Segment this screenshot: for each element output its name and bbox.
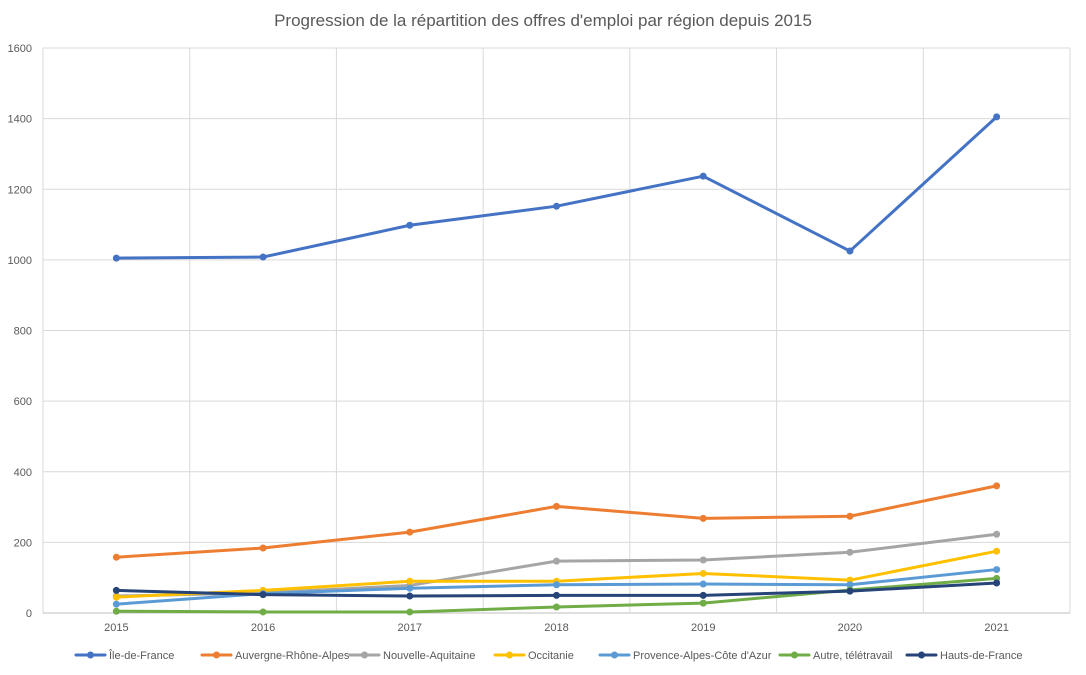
series-0 — [112, 113, 1001, 262]
x-tick-label: 2020 — [838, 622, 862, 634]
y-tick-label: 1600 — [8, 43, 32, 55]
legend: Île-de-France Auvergne-Rhône-Alpes Nouvell… — [74, 649, 1023, 662]
series-6 — [112, 579, 1001, 600]
legend-entry: Occitanie — [493, 650, 574, 662]
data-point — [112, 254, 120, 262]
data-point — [553, 603, 560, 611]
legend-label: Autre, télétravail — [813, 650, 892, 662]
x-tick-label: 2017 — [398, 622, 422, 634]
legend-marker — [87, 651, 94, 659]
data-point — [846, 587, 854, 595]
series-line — [114, 484, 999, 559]
data-point — [553, 502, 560, 510]
legend-label: Hauts-de-France — [940, 650, 1023, 662]
data-point — [993, 579, 1001, 587]
legend-label: Nouvelle-Aquitaine — [383, 650, 475, 662]
data-point — [993, 566, 1001, 574]
y-tick-label: 800 — [14, 326, 32, 338]
y-tick-label: 200 — [14, 537, 32, 549]
y-tick-label: 1400 — [8, 114, 32, 126]
data-point — [112, 600, 120, 608]
data-point — [846, 581, 854, 589]
data-point — [699, 172, 707, 180]
y-tick-label: 1200 — [8, 184, 32, 196]
legend-marker — [918, 651, 925, 659]
data-point — [699, 580, 707, 588]
data-point — [846, 512, 854, 520]
data-point — [112, 593, 120, 601]
axes: 0 200 400 600 800 1000 1200 1400 1600 2015 2016 201… — [8, 43, 1009, 634]
x-tick-label: 2019 — [691, 622, 715, 634]
x-tick-label: 2015 — [104, 622, 128, 634]
legend-entry: Provence-Alpes-Côte d'Azur — [598, 650, 772, 662]
data-point — [553, 591, 560, 599]
x-tick-label: 2016 — [251, 622, 275, 634]
data-point — [699, 569, 707, 577]
x-tick-label: 2018 — [544, 622, 568, 634]
y-tick-label: 1000 — [8, 255, 32, 267]
legend-marker — [791, 651, 798, 659]
data-point — [993, 482, 1001, 490]
data-point — [112, 553, 120, 561]
chart-title: Progression de la répartition des offres… — [274, 11, 812, 30]
legend-entry: Hauts-de-France — [905, 650, 1023, 662]
legend-entry: Autre, télétravail — [778, 650, 892, 662]
data-point — [699, 556, 707, 564]
legend-entry: Nouvelle-Aquitaine — [348, 650, 475, 662]
data-point — [699, 591, 707, 599]
data-point — [553, 202, 560, 210]
data-point — [993, 547, 1001, 555]
legend-entry: Île-de-France — [74, 649, 174, 662]
legend-marker — [611, 651, 618, 659]
legend-label: Occitanie — [528, 650, 574, 662]
data-point — [406, 584, 414, 592]
data-point — [259, 591, 267, 599]
y-tick-label: 600 — [14, 396, 32, 408]
data-point — [259, 544, 267, 552]
series-line — [114, 115, 999, 260]
data-point — [699, 514, 707, 522]
data-point — [993, 113, 1001, 121]
data-point — [259, 253, 267, 261]
data-point — [259, 608, 267, 616]
grid — [42, 47, 1071, 614]
data-point — [406, 221, 414, 229]
data-point — [553, 581, 560, 589]
data-point — [699, 599, 707, 607]
data-point — [112, 607, 120, 615]
data-point — [406, 528, 414, 536]
data-point — [553, 557, 560, 565]
data-point — [112, 586, 120, 594]
series-4 — [112, 566, 1001, 608]
data-point — [846, 548, 854, 556]
legend-marker — [506, 651, 513, 659]
legend-marker — [213, 651, 220, 659]
legend-marker — [361, 651, 368, 659]
data-point — [846, 247, 854, 255]
legend-entry: Auvergne-Rhône-Alpes — [200, 650, 350, 662]
data-point — [406, 592, 414, 600]
series-1 — [112, 482, 1001, 561]
data-point — [406, 577, 414, 585]
series-group — [112, 113, 1001, 616]
legend-label: Auvergne-Rhône-Alpes — [235, 650, 350, 662]
legend-label: Île-de-France — [108, 649, 174, 662]
data-point — [406, 608, 414, 616]
x-tick-label: 2021 — [984, 622, 1008, 634]
y-tick-label: 400 — [14, 467, 32, 479]
legend-label: Provence-Alpes-Côte d'Azur — [633, 650, 772, 662]
y-tick-label: 0 — [26, 608, 32, 620]
data-point — [993, 530, 1001, 538]
